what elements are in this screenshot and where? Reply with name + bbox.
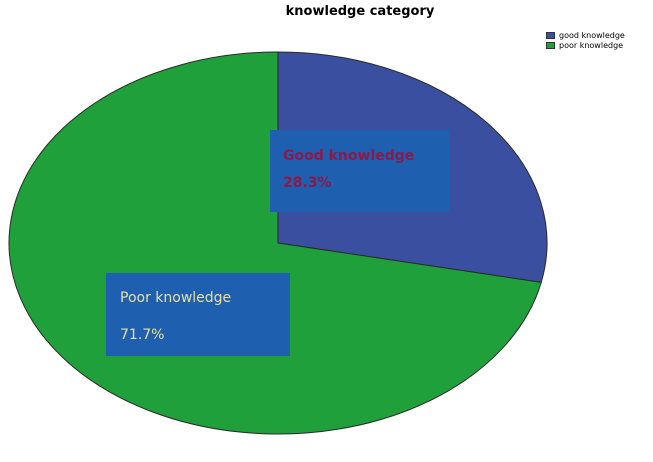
legend-swatch-poor [546,41,555,49]
chart-title: knowledge category [285,4,435,19]
legend: good knowledge poor knowledge [546,30,625,50]
data-label-poor-name: Poor knowledge [120,290,232,306]
data-label-good-value: 28.3% [283,175,332,191]
legend-item-poor: poor knowledge [546,40,625,50]
legend-label-poor: poor knowledge [559,40,624,50]
data-label-poor-value: 71.7% [120,327,165,343]
data-label-box-poor [106,273,290,356]
data-label-good-name: Good knowledge [283,148,415,164]
data-label-box-good [270,130,450,212]
legend-swatch-good [546,31,555,39]
legend-label-good: good knowledge [559,30,625,40]
legend-item-good: good knowledge [546,30,625,40]
